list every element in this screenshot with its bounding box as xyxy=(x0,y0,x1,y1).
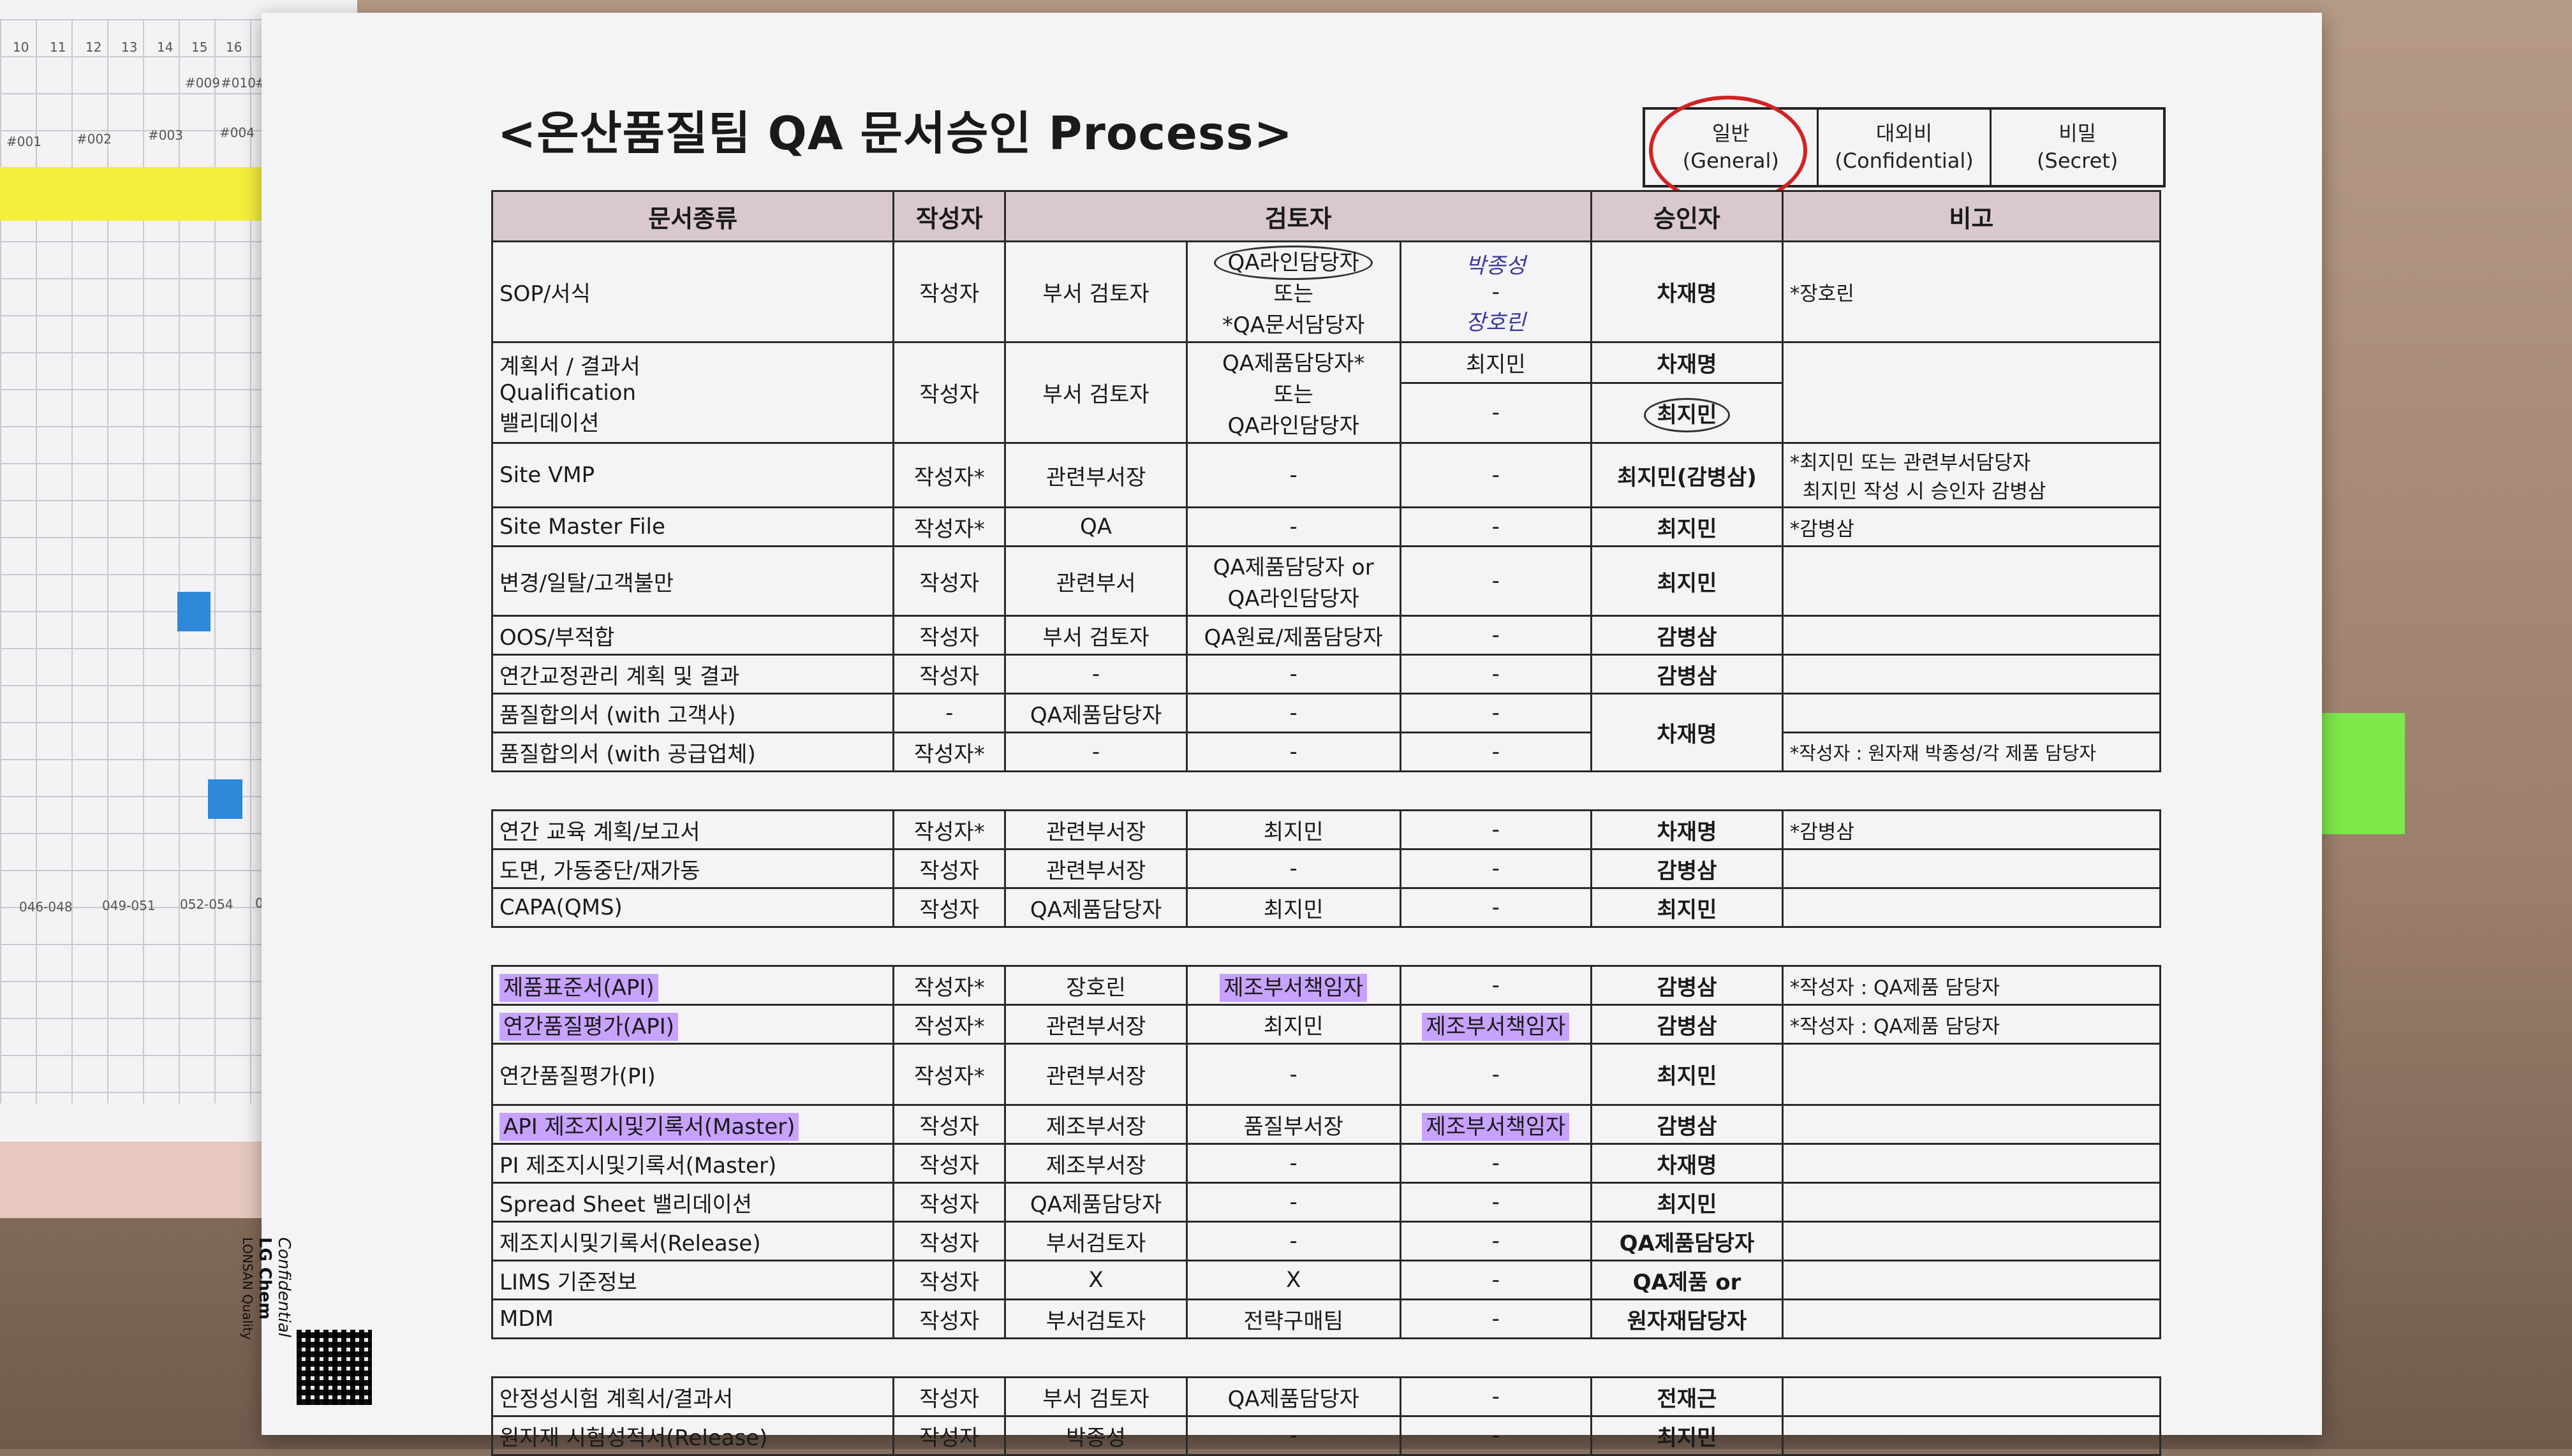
classification-secret: 비밀 (Secret) xyxy=(2037,121,2118,173)
table-row: SOP/서식 작성자 부서 검토자 QA라인담당자 또는 *QA문서담당자 박종… xyxy=(491,240,2162,343)
sticky-note-tab xyxy=(2322,713,2405,834)
calendar-code: #004 xyxy=(219,125,255,140)
calendar-day: 14 xyxy=(157,40,174,55)
table-row: Site VMP 작성자* 관련부서장 - - 최지민(감병삼) *최지민 또는… xyxy=(491,442,2162,508)
table-row: PI 제조지시및기록서(Master) 작성자 제조부서장 - - 차재명 xyxy=(491,1143,2162,1184)
table-row: API 제조지시및기록서(Master) 작성자 제조부서장 품질부서장 제조부… xyxy=(491,1104,2162,1145)
approval-process-table: 문서종류 작성자 검토자 승인자 비고 SOP/서식 작성자 부서 검토자 QA… xyxy=(491,190,2162,1456)
table-row: 계획서 / 결과서 Qualification 밸리데이션 작성자 부서 검토자… xyxy=(491,341,2162,444)
table-row: 변경/일탈/고객불만 작성자 관련부서 QA제품담당자 or QA라인담당자 -… xyxy=(491,545,2162,617)
table-row: 도면, 가동중단/재가동 작성자 관련부서장 - - 감병삼 xyxy=(491,848,2162,889)
table-row: - 최지민 xyxy=(492,381,2161,445)
calendar-day: 16 xyxy=(226,40,242,55)
table-row: 품질합의서 (with 공급업체) 작성자* - - - *작성자 : 원자재 … xyxy=(491,732,2162,772)
table-row: 안정성시험 계획서/결과서 작성자 부서 검토자 QA제품담당자 - 전재근 xyxy=(491,1376,2162,1417)
calendar-range: 046-048 xyxy=(19,899,73,915)
calendar-code: #002 xyxy=(77,131,112,147)
calendar-day: 12 xyxy=(85,40,102,55)
table-row: 품질합의서 (with 고객사) - QA제품담당자 - - 차재명 xyxy=(491,693,2162,772)
qr-code-icon xyxy=(297,1330,372,1405)
calendar-day: 15 xyxy=(191,40,208,55)
table-row: 연간품질평가(API) 작성자* 관련부서장 최지민 제조부서책임자 감병삼 *… xyxy=(491,1004,2162,1045)
calendar-code: #001 xyxy=(6,134,41,149)
table-row: Spread Sheet 밸리데이션 작성자 QA제품담당자 - - 최지민 xyxy=(491,1182,2162,1223)
calendar-day: 11 xyxy=(50,40,66,55)
header-author: 작성자 xyxy=(892,190,1007,242)
calendar-blue-cell xyxy=(177,592,211,631)
table-row: 원자재 시험성적서(Release) 작성자 박종성 - - 최지민 xyxy=(491,1415,2162,1456)
document-title: <온산품질팀 QA 문서승인 Process> xyxy=(498,107,1293,160)
calendar-day: 10 xyxy=(13,40,29,55)
document-paper: <온산품질팀 QA 문서승인 Process> 일반 (General) 대외비… xyxy=(240,13,2322,1456)
calendar-range: 049-051 xyxy=(102,898,156,913)
footer-brand: Confidential LG Chem LONSAN Quality xyxy=(240,1237,293,1340)
header-reviewer: 검토자 xyxy=(1004,190,1593,242)
table-row: 제품표준서(API) 작성자* 장호린 제조부서책임자 - 감병삼 *작성자 :… xyxy=(491,965,2162,1006)
table-row: OOS/부적합 작성자 부서 검토자 QA원료/제품담당자 - 감병삼 xyxy=(491,615,2162,656)
table-row: LIMS 기준정보 작성자 X X - QA제품 or xyxy=(491,1260,2162,1300)
calendar-blue-cell xyxy=(208,779,242,819)
header-note: 비고 xyxy=(1781,190,2162,242)
header-doc-type: 문서종류 xyxy=(491,190,895,242)
table-header-row: 문서종류 작성자 검토자 승인자 비고 xyxy=(491,190,2162,242)
table-row: MDM 작성자 부서검토자 전략구매팀 - 원자재담당자 xyxy=(491,1298,2162,1339)
calendar-range: 052-054 xyxy=(180,897,233,912)
table-row: Site Master File 작성자* QA - - 최지민 *감병삼 xyxy=(491,506,2162,547)
red-pen-circle xyxy=(1649,96,1807,205)
table-row: CAPA(QMS) 작성자 QA제품담당자 최지민 - 최지민 xyxy=(491,887,2162,928)
calendar-code: #010 xyxy=(221,75,256,91)
table-row: 제조지시및기록서(Release) 작성자 부서검토자 - - QA제품담당자 xyxy=(491,1221,2162,1261)
header-approver: 승인자 xyxy=(1590,190,1784,242)
classification-confidential: 대외비 (Confidential) xyxy=(1819,110,1992,185)
calendar-code: #009 xyxy=(185,75,220,91)
table-row: 연간교정관리 계획 및 결과 작성자 - - - 감병삼 xyxy=(491,654,2162,695)
table-row: 연간 교육 계획/보고서 작성자* 관련부서장 최지민 - 차재명 *감병삼 xyxy=(491,809,2162,850)
calendar-code: #003 xyxy=(148,128,183,143)
table-row: 연간품질평가(PI) 작성자* 관련부서장 - - 최지민 xyxy=(491,1043,2162,1106)
calendar-day: 13 xyxy=(121,40,138,55)
